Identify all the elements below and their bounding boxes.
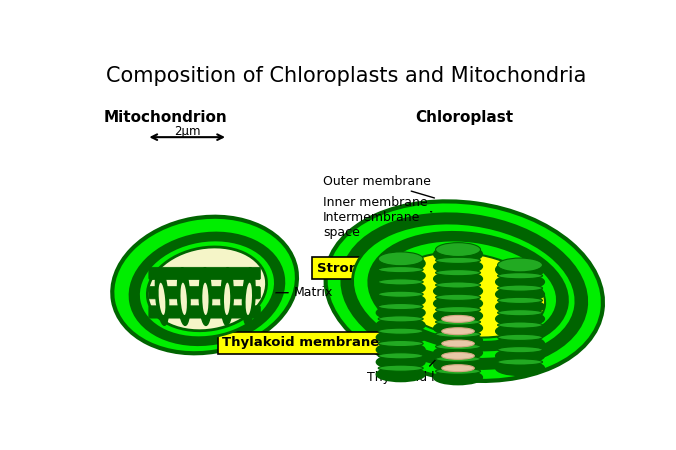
Ellipse shape: [498, 322, 543, 328]
Ellipse shape: [435, 294, 481, 301]
Ellipse shape: [342, 214, 587, 369]
Ellipse shape: [498, 285, 543, 291]
Ellipse shape: [496, 287, 544, 301]
Ellipse shape: [496, 312, 544, 326]
Ellipse shape: [498, 258, 543, 272]
FancyBboxPatch shape: [149, 267, 260, 279]
Text: Stroma: Stroma: [317, 261, 407, 274]
Ellipse shape: [498, 273, 543, 279]
Ellipse shape: [434, 284, 482, 298]
Ellipse shape: [442, 328, 475, 335]
Ellipse shape: [496, 261, 544, 278]
Text: Chloroplast: Chloroplast: [415, 110, 513, 125]
Ellipse shape: [379, 252, 423, 266]
Ellipse shape: [377, 255, 425, 272]
Ellipse shape: [434, 246, 482, 263]
Ellipse shape: [379, 353, 423, 359]
Ellipse shape: [243, 268, 255, 325]
Ellipse shape: [326, 202, 603, 381]
Ellipse shape: [353, 223, 576, 359]
Ellipse shape: [442, 315, 475, 322]
Ellipse shape: [435, 368, 481, 374]
Ellipse shape: [496, 361, 544, 375]
Ellipse shape: [496, 324, 544, 338]
Ellipse shape: [377, 330, 425, 344]
Ellipse shape: [391, 252, 545, 338]
Text: Inner membrane: Inner membrane: [323, 196, 432, 212]
Ellipse shape: [377, 293, 425, 307]
Ellipse shape: [498, 297, 543, 303]
Ellipse shape: [435, 331, 481, 338]
Ellipse shape: [180, 283, 187, 315]
Ellipse shape: [199, 268, 212, 325]
Ellipse shape: [139, 240, 275, 338]
Text: Composition of Chloroplasts and Mitochondria: Composition of Chloroplasts and Mitochon…: [106, 66, 587, 86]
Ellipse shape: [377, 318, 425, 332]
Ellipse shape: [434, 370, 482, 384]
Text: Intermembrane
space: Intermembrane space: [323, 211, 425, 239]
Ellipse shape: [379, 279, 423, 285]
Text: Matrix: Matrix: [215, 286, 333, 299]
FancyBboxPatch shape: [149, 287, 260, 299]
Text: Thylakoid lumen: Thylakoid lumen: [367, 360, 470, 384]
Ellipse shape: [202, 283, 208, 315]
Ellipse shape: [498, 359, 543, 365]
Ellipse shape: [379, 341, 423, 346]
Ellipse shape: [155, 268, 169, 325]
Ellipse shape: [498, 334, 543, 341]
Ellipse shape: [435, 343, 481, 350]
Ellipse shape: [147, 247, 266, 331]
Ellipse shape: [435, 319, 481, 325]
Ellipse shape: [496, 275, 544, 289]
Ellipse shape: [434, 358, 482, 372]
Ellipse shape: [130, 233, 284, 345]
Ellipse shape: [435, 356, 481, 362]
Ellipse shape: [377, 355, 425, 369]
Ellipse shape: [435, 257, 481, 263]
Ellipse shape: [377, 306, 425, 319]
Ellipse shape: [221, 268, 233, 325]
Ellipse shape: [435, 306, 481, 313]
Ellipse shape: [442, 352, 475, 359]
Ellipse shape: [159, 283, 166, 315]
Ellipse shape: [369, 232, 567, 350]
Ellipse shape: [496, 349, 544, 363]
Ellipse shape: [442, 364, 475, 372]
Ellipse shape: [496, 337, 544, 351]
Ellipse shape: [434, 260, 482, 274]
Ellipse shape: [442, 340, 475, 347]
FancyBboxPatch shape: [149, 306, 260, 318]
Ellipse shape: [434, 272, 482, 286]
Ellipse shape: [377, 343, 425, 356]
Ellipse shape: [496, 300, 544, 314]
Ellipse shape: [435, 282, 481, 288]
Ellipse shape: [434, 333, 482, 347]
Ellipse shape: [434, 346, 482, 360]
Ellipse shape: [434, 321, 482, 335]
Ellipse shape: [434, 297, 482, 310]
Ellipse shape: [435, 243, 481, 256]
Ellipse shape: [379, 303, 423, 310]
Ellipse shape: [245, 283, 252, 315]
Ellipse shape: [379, 316, 423, 322]
Ellipse shape: [379, 365, 423, 371]
Ellipse shape: [177, 268, 190, 325]
Text: Mitochondrion: Mitochondrion: [104, 110, 228, 125]
Ellipse shape: [498, 310, 543, 316]
Ellipse shape: [377, 281, 425, 295]
Ellipse shape: [377, 269, 425, 283]
Ellipse shape: [112, 217, 297, 353]
Text: Thylakoid membrane: Thylakoid membrane: [222, 336, 415, 349]
Ellipse shape: [434, 309, 482, 323]
Text: 2μm: 2μm: [174, 125, 201, 138]
Ellipse shape: [379, 328, 423, 334]
Ellipse shape: [377, 367, 425, 381]
Ellipse shape: [224, 283, 231, 315]
Text: Outer membrane: Outer membrane: [323, 175, 435, 198]
Ellipse shape: [498, 346, 543, 353]
Ellipse shape: [379, 240, 558, 342]
Ellipse shape: [379, 266, 423, 273]
Ellipse shape: [379, 291, 423, 297]
Ellipse shape: [435, 270, 481, 276]
